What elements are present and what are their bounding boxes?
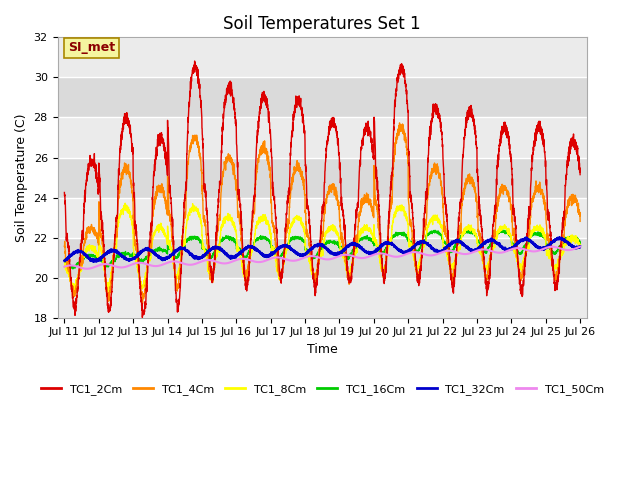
- Bar: [58, 238, 587, 277]
- Bar: [58, 157, 587, 198]
- Text: SI_met: SI_met: [68, 41, 115, 54]
- Title: Soil Temperatures Set 1: Soil Temperatures Set 1: [223, 15, 421, 33]
- X-axis label: Time: Time: [307, 343, 338, 356]
- Legend: TC1_2Cm, TC1_4Cm, TC1_8Cm, TC1_16Cm, TC1_32Cm, TC1_50Cm: TC1_2Cm, TC1_4Cm, TC1_8Cm, TC1_16Cm, TC1…: [36, 379, 608, 399]
- Bar: [58, 277, 587, 318]
- Y-axis label: Soil Temperature (C): Soil Temperature (C): [15, 113, 28, 242]
- Bar: [58, 77, 587, 118]
- Bar: [58, 37, 587, 77]
- Bar: [58, 198, 587, 238]
- Bar: [58, 118, 587, 157]
